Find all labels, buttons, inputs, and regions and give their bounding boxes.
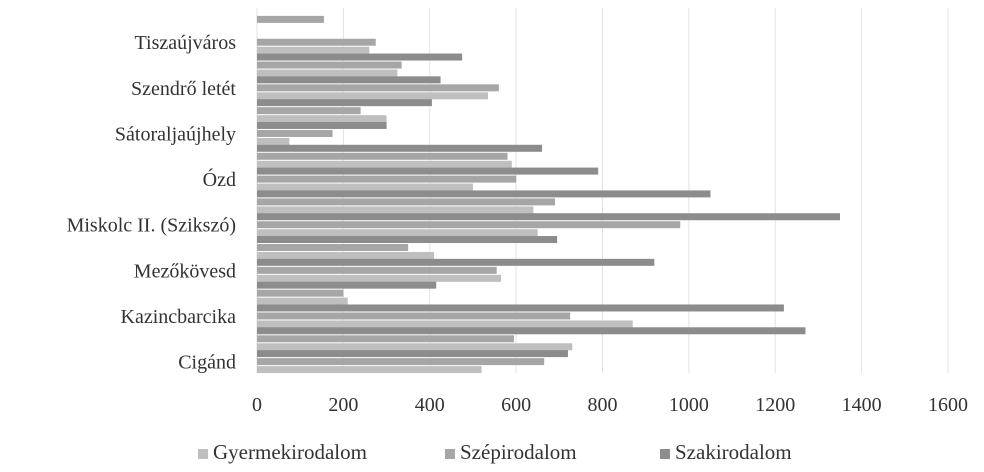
category-label-8: Ózd [203,167,236,191]
category-labels: Cigánd Kazincbarcika Mezőkövesd Miskolc II.… [67,32,237,373]
x-tick-labels: 0 200 400 600 800 1000 1200 1400 1600 [252,394,968,416]
bar-szakirodalom-10 [257,121,387,129]
bar-gyermekirodalom-14 [257,46,370,54]
bar-szakirodalom-8 [257,167,599,175]
legend-swatch-szakirodalom [660,449,670,459]
bar-szépirodalom-14 [257,38,376,46]
legend: Gyermekirodalom Szépirodalom Szakirodalom [198,440,792,464]
bar-gyermekirodalom-1 [257,343,573,351]
bar-gyermekirodalom-10 [257,137,290,145]
bar-szakirodalom-5 [257,236,558,244]
bar-szépirodalom-7 [257,198,555,206]
category-label-6: Miskolc II. (Szikszó) [67,215,236,237]
bar-szépirodalom-9 [257,152,508,160]
bar-szakirodalom-6 [257,213,841,221]
bar-szakirodalom-2 [257,304,784,312]
x-tick-label-2: 400 [415,394,445,416]
bar-szépirodalom-1 [257,335,514,343]
legend-label-szakirodalom: Szakirodalom [675,440,792,464]
category-label-12: Szendrő letét [131,78,236,100]
bar-gyermekirodalom-12 [257,92,489,100]
x-tick-label-0: 0 [252,394,262,416]
bar-szépirodalom-12 [257,84,499,92]
bar-szépirodalom-13 [257,61,402,69]
bar-gyermekirodalom-8 [257,183,473,191]
bar-szakirodalom-0 [257,350,568,358]
bar-szépirodalom-0 [257,358,545,366]
legend-label-szépirodalom: Szépirodalom [460,440,577,464]
category-label-10: Sátoraljaújhely [115,123,236,145]
bar-szakirodalom-3 [257,281,437,289]
x-tick-label-7: 1400 [842,394,882,416]
bar-gyermekirodalom-2 [257,320,633,328]
bar-szépirodalom-11 [257,107,361,115]
x-tick-label-8: 1600 [928,394,968,416]
bar-szakirodalom-4 [257,258,655,266]
bar-szépirodalom-2 [257,312,571,320]
category-label-0: Cigánd [178,352,236,374]
bar-szakirodalom-13 [257,53,463,61]
x-tick-label-4: 800 [588,394,618,416]
bar-gyermekirodalom-5 [257,252,435,260]
bar-gyermekirodalom-3 [257,297,348,305]
bar-gyermekirodalom-6 [257,229,538,237]
bar-szépirodalom-10 [257,129,333,137]
x-tick-label-3: 600 [501,394,531,416]
bar-szépirodalom-15 [257,15,324,23]
x-tick-label-1: 200 [328,394,358,416]
x-tick-label-5: 1000 [669,394,709,416]
bar-gyermekirodalom-11 [257,115,387,123]
legend-swatch-szépirodalom [445,449,455,459]
legend-swatch-gyermekirodalom [198,449,208,459]
legend-label-gyermekirodalom: Gyermekirodalom [213,440,367,464]
x-tick-label-6: 1200 [755,394,795,416]
bar-szépirodalom-8 [257,175,517,183]
bar-gyermekirodalom-13 [257,69,398,77]
bar-szépirodalom-6 [257,221,681,229]
bar-szépirodalom-5 [257,244,409,252]
category-label-4: Mezőkövesd [134,260,236,282]
bar-szépirodalom-3 [257,289,344,297]
bar-gyermekirodalom-7 [257,206,534,214]
bar-gyermekirodalom-4 [257,274,502,282]
bar-szépirodalom-4 [257,266,497,274]
bar-szakirodalom-1 [257,327,806,335]
bar-gyermekirodalom-9 [257,160,512,168]
category-label-2: Kazincbarcika [121,306,237,328]
bar-szakirodalom-12 [257,76,441,84]
category-label-14: Tiszaújváros [135,32,237,54]
bar-szakirodalom-11 [257,99,432,107]
bars [257,15,841,374]
bar-szakirodalom-9 [257,144,543,152]
bar-gyermekirodalom-0 [257,366,482,374]
bar-szakirodalom-7 [257,190,711,198]
